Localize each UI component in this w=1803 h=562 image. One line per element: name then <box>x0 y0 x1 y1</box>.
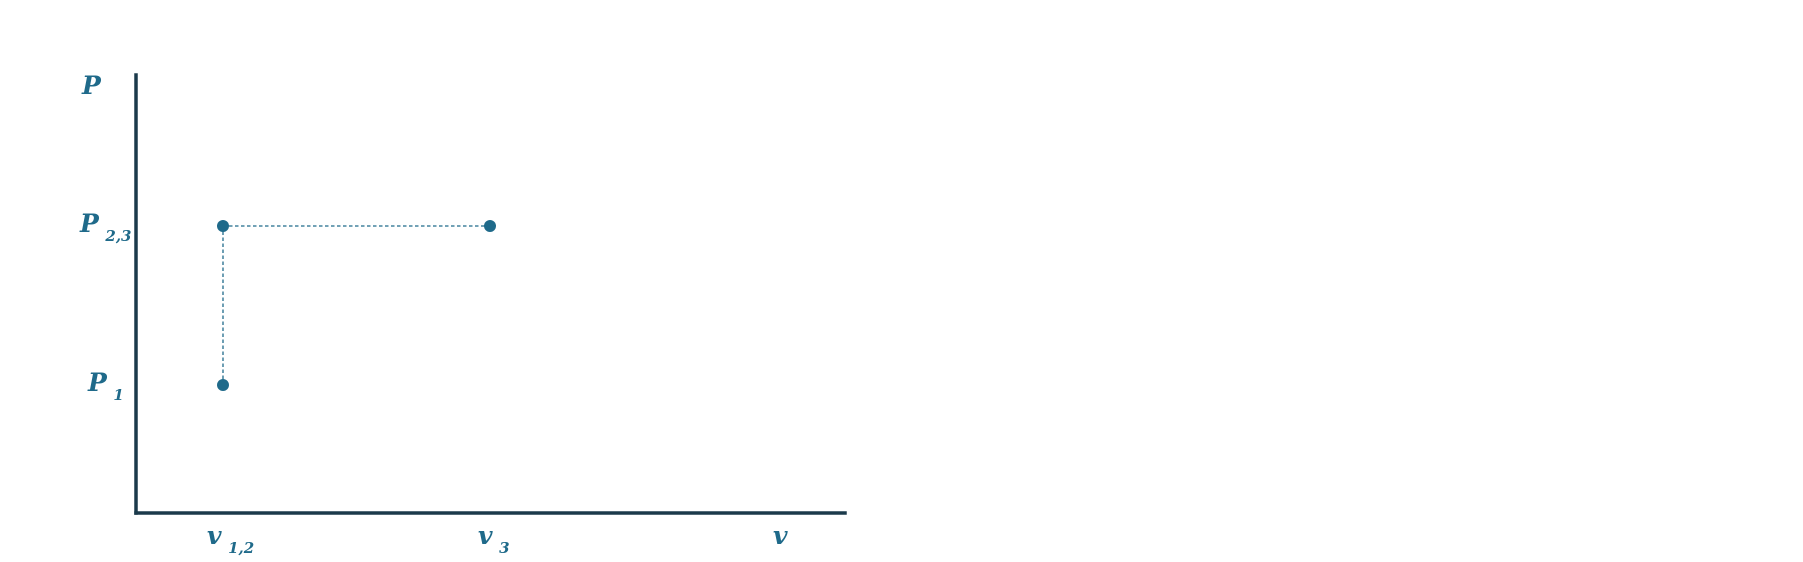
y-axis-label: P <box>81 71 102 100</box>
y-tick-label-p1: P 1 <box>87 368 124 404</box>
x-tick-subscript: 3 <box>499 539 509 557</box>
state-point-2 <box>217 220 229 232</box>
x-tick-main: v <box>478 521 493 550</box>
x-tick-subscript: 1,2 <box>228 539 254 557</box>
state-point-1 <box>217 379 229 391</box>
y-tick-main: P <box>79 209 100 238</box>
state-point-3 <box>484 220 496 232</box>
y-tick-subscript: 1 <box>113 386 123 404</box>
y-tick-main: P <box>87 368 108 397</box>
y-tick-label-p23: P 2,3 <box>79 209 132 245</box>
x-tick-main: v <box>207 521 222 550</box>
x-axis-label: v <box>773 521 788 550</box>
y-tick-subscript: 2,3 <box>104 227 131 245</box>
x-tick-label-v3: v 3 <box>478 521 510 557</box>
x-tick-label-v12: v 1,2 <box>207 521 254 557</box>
